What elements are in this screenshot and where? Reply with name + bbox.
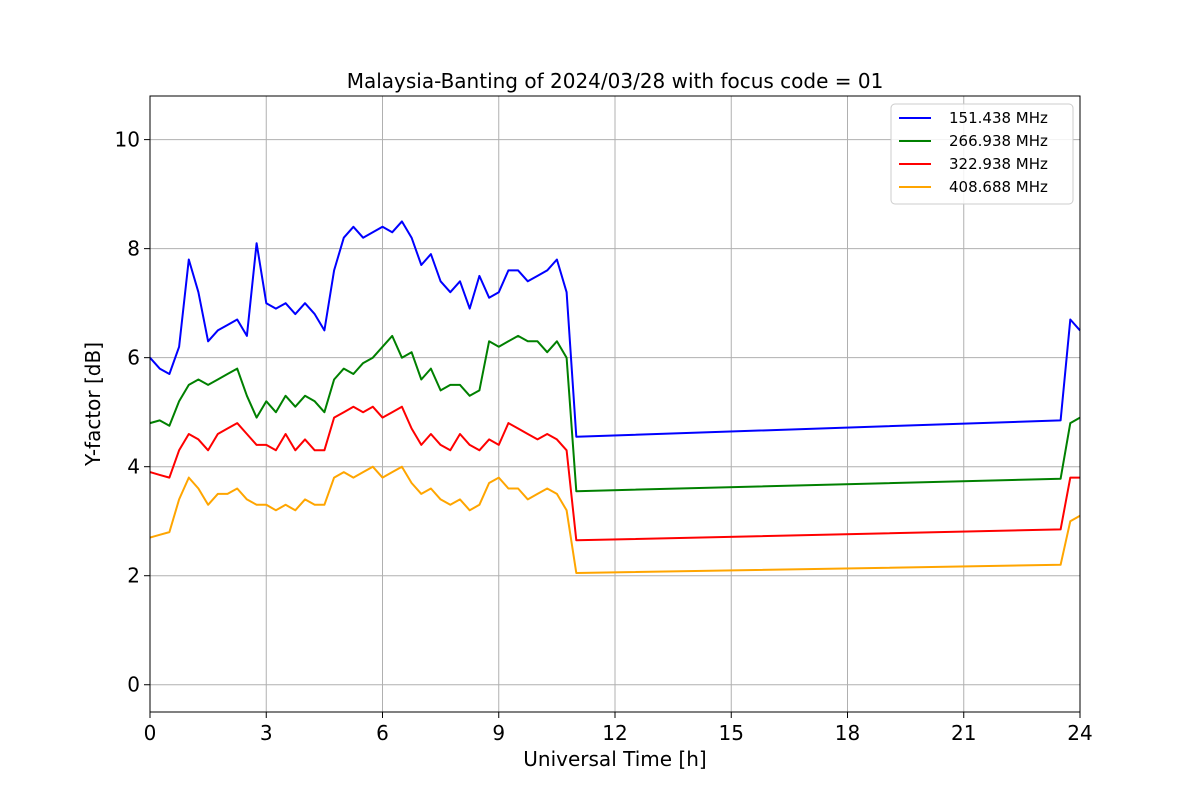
series-line (149, 220, 1081, 438)
series-line (149, 405, 1080, 542)
y-tick-label: 6 (127, 346, 140, 370)
series-line (149, 334, 1081, 493)
x-axis-label: Universal Time [h] (523, 747, 706, 771)
x-tick-label: 24 (1067, 721, 1092, 745)
y-axis-label: Y-factor [dB] (81, 342, 105, 467)
x-tick-label: 21 (951, 721, 976, 745)
legend-box (890, 103, 1074, 205)
x-tick-label: 18 (835, 721, 860, 745)
x-tick-label: 6 (376, 721, 389, 745)
legend-label: 151.438 MHz (949, 109, 1048, 127)
legend-label: 408.688 MHz (949, 178, 1048, 196)
x-tick-label: 15 (719, 721, 744, 745)
y-tick-label: 8 (127, 237, 140, 261)
x-tick-label: 9 (492, 721, 505, 745)
x-tick-label: 0 (144, 721, 157, 745)
y-tick-label: 4 (127, 455, 140, 479)
y-tick-label: 10 (115, 128, 140, 152)
legend: 151.438 MHz 266.938 MHz 322.938 MHz 408.688… (890, 103, 1074, 205)
y-tick-label: 0 (127, 673, 140, 697)
legend-label: 322.938 MHz (949, 155, 1048, 173)
y-tick-label: 2 (127, 564, 140, 588)
chart-title: Malaysia-Banting of 2024/03/28 with focu… (347, 69, 884, 93)
legend-label: 266.938 MHz (949, 132, 1048, 150)
x-tick-label: 3 (260, 721, 273, 745)
series-line (149, 465, 1081, 574)
series-lines (149, 220, 1081, 574)
x-tick-label: 12 (602, 721, 627, 745)
